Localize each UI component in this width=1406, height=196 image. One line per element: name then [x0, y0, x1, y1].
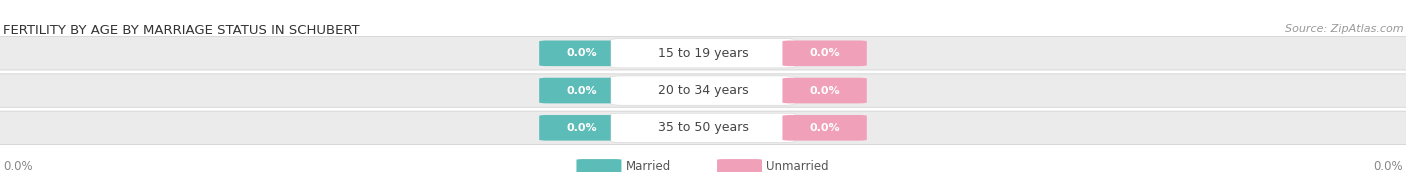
- Text: 0.0%: 0.0%: [567, 123, 596, 133]
- FancyBboxPatch shape: [782, 41, 866, 66]
- Text: 0.0%: 0.0%: [810, 48, 839, 58]
- Text: 0.0%: 0.0%: [810, 85, 839, 96]
- FancyBboxPatch shape: [538, 115, 623, 141]
- Text: 0.0%: 0.0%: [1374, 160, 1403, 173]
- FancyBboxPatch shape: [782, 115, 866, 141]
- Text: 20 to 34 years: 20 to 34 years: [658, 84, 748, 97]
- FancyBboxPatch shape: [576, 159, 621, 174]
- FancyBboxPatch shape: [0, 37, 1406, 70]
- FancyBboxPatch shape: [0, 111, 1406, 144]
- FancyBboxPatch shape: [538, 78, 623, 103]
- FancyBboxPatch shape: [717, 159, 762, 174]
- Text: 0.0%: 0.0%: [810, 123, 839, 133]
- Text: Unmarried: Unmarried: [766, 160, 830, 173]
- Text: 0.0%: 0.0%: [567, 48, 596, 58]
- Text: 15 to 19 years: 15 to 19 years: [658, 47, 748, 60]
- Text: 35 to 50 years: 35 to 50 years: [658, 121, 748, 134]
- FancyBboxPatch shape: [610, 76, 794, 105]
- FancyBboxPatch shape: [538, 41, 623, 66]
- Text: Married: Married: [626, 160, 671, 173]
- FancyBboxPatch shape: [610, 39, 794, 68]
- Text: Source: ZipAtlas.com: Source: ZipAtlas.com: [1285, 24, 1403, 34]
- Text: 0.0%: 0.0%: [3, 160, 32, 173]
- FancyBboxPatch shape: [782, 78, 866, 103]
- FancyBboxPatch shape: [610, 113, 794, 142]
- Text: FERTILITY BY AGE BY MARRIAGE STATUS IN SCHUBERT: FERTILITY BY AGE BY MARRIAGE STATUS IN S…: [3, 24, 360, 36]
- Text: 0.0%: 0.0%: [567, 85, 596, 96]
- FancyBboxPatch shape: [0, 74, 1406, 107]
